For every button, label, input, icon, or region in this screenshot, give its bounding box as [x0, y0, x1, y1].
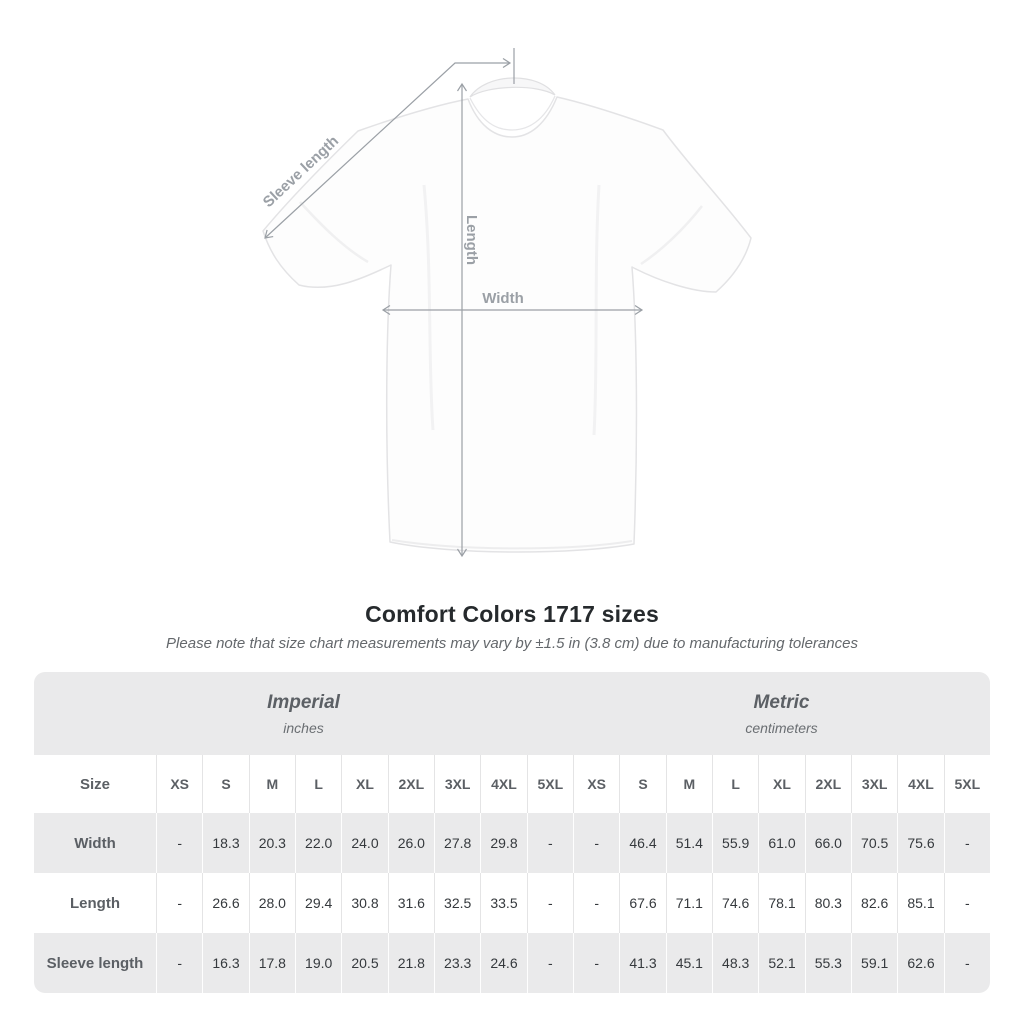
metric-section-header: Metric centimeters: [573, 672, 990, 755]
length-label: Length: [463, 215, 480, 265]
cell-value: 30.8: [341, 873, 387, 933]
cell-value: 52.1: [758, 933, 804, 993]
cell-value: 26.6: [202, 873, 248, 933]
cell-value: 23.3: [433, 933, 480, 993]
size-column-header: Size: [79, 775, 110, 793]
col-header-imperial-xs: XS: [156, 755, 202, 813]
cell-value: -: [156, 873, 202, 933]
cell-value: 78.1: [758, 873, 804, 933]
cell-value: 27.8: [433, 813, 480, 873]
cell-value: -: [156, 813, 202, 873]
cell-value: 67.6: [619, 873, 665, 933]
cell-value: -: [526, 933, 573, 993]
cell-value: 66.0: [804, 813, 851, 873]
cell-value: 85.1: [897, 873, 943, 933]
cell-value: 17.8: [248, 933, 295, 993]
cell-value: 26.0: [387, 813, 434, 873]
cell-value: 20.3: [248, 813, 295, 873]
cell-value: 48.3: [711, 933, 758, 993]
cell-value: 55.3: [804, 933, 851, 993]
col-header-imperial-l: L: [294, 755, 341, 813]
cell-value: 45.1: [665, 933, 712, 993]
cell-value: 32.5: [433, 873, 480, 933]
col-header-metric-4xl: 4XL: [897, 755, 943, 813]
table-row-sleeve-length: Sleeve length - 16.3 17.8 19.0 20.5 21.8…: [34, 933, 990, 993]
table-row-length: Length - 26.6 28.0 29.4 30.8 31.6 32.5 3…: [34, 873, 990, 933]
cell-value: 29.8: [480, 813, 526, 873]
cell-value: -: [526, 873, 573, 933]
size-header-row: Size XS S M L XL 2XL 3XL 4XL 5XL XS S M …: [34, 755, 990, 813]
page-title: Comfort Colors 1717 sizes: [365, 601, 659, 627]
cell-value: 29.4: [294, 873, 341, 933]
col-header-imperial-4xl: 4XL: [480, 755, 526, 813]
cell-value: 21.8: [387, 933, 434, 993]
cell-value: 18.3: [202, 813, 248, 873]
cell-value: 20.5: [341, 933, 387, 993]
cell-value: 19.0: [294, 933, 341, 993]
col-header-metric-l: L: [711, 755, 758, 813]
imperial-unit: inches: [283, 719, 324, 736]
col-header-imperial-xl: XL: [341, 755, 387, 813]
cell-value: 24.0: [341, 813, 387, 873]
cell-value: 59.1: [850, 933, 897, 993]
cell-value: 31.6: [387, 873, 434, 933]
width-label: Width: [482, 290, 524, 307]
col-header-imperial-5xl: 5XL: [526, 755, 573, 813]
col-header-metric-s: S: [619, 755, 665, 813]
metric-label: Metric: [753, 691, 810, 713]
imperial-section-header: Imperial inches: [34, 672, 573, 755]
cell-value: -: [572, 813, 619, 873]
cell-value: 22.0: [294, 813, 341, 873]
cell-value: 71.1: [665, 873, 712, 933]
cell-value: 80.3: [804, 873, 851, 933]
cell-value: -: [572, 873, 619, 933]
tolerance-note: Please note that size chart measurements…: [166, 635, 858, 652]
cell-value: 33.5: [480, 873, 526, 933]
col-header-imperial-2xl: 2XL: [387, 755, 434, 813]
col-header-metric-3xl: 3XL: [850, 755, 897, 813]
row-label: Length: [70, 894, 120, 912]
cell-value: 55.9: [711, 813, 758, 873]
cell-value: 51.4: [665, 813, 712, 873]
col-header-metric-5xl: 5XL: [943, 755, 990, 813]
cell-value: -: [526, 813, 573, 873]
cell-value: 82.6: [850, 873, 897, 933]
tshirt-collar: [469, 77, 556, 98]
sleeve-length-dimension-line: [264, 57, 512, 239]
size-chart-table: Imperial inches Metric centimeters Size …: [34, 672, 990, 993]
cell-value: 70.5: [850, 813, 897, 873]
imperial-label: Imperial: [267, 691, 340, 713]
cell-value: 75.6: [897, 813, 943, 873]
cell-value: 16.3: [202, 933, 248, 993]
col-header-metric-2xl: 2XL: [804, 755, 851, 813]
metric-unit: centimeters: [745, 719, 818, 736]
cell-value: 62.6: [897, 933, 943, 993]
table-row-width: Width - 18.3 20.3 22.0 24.0 26.0 27.8 29…: [34, 813, 990, 873]
cell-value: 61.0: [758, 813, 804, 873]
col-header-metric-xl: XL: [758, 755, 804, 813]
cell-value: 74.6: [711, 873, 758, 933]
col-header-metric-m: M: [665, 755, 712, 813]
col-header-imperial-m: M: [248, 755, 295, 813]
row-label: Sleeve length: [46, 954, 144, 972]
cell-value: -: [156, 933, 202, 993]
col-header-imperial-3xl: 3XL: [433, 755, 480, 813]
cell-value: 41.3: [619, 933, 665, 993]
row-label: Width: [74, 834, 116, 852]
cell-value: 28.0: [248, 873, 295, 933]
unit-system-header-row: Imperial inches Metric centimeters: [34, 672, 990, 755]
tshirt-measurement-diagram: Sleeve length Length Width: [260, 48, 752, 558]
cell-value: 24.6: [480, 933, 526, 993]
cell-value: 46.4: [619, 813, 665, 873]
cell-value: -: [943, 933, 990, 993]
cell-value: -: [572, 933, 619, 993]
col-header-metric-xs: XS: [572, 755, 619, 813]
cell-value: -: [943, 813, 990, 873]
cell-value: -: [943, 873, 990, 933]
col-header-imperial-s: S: [202, 755, 248, 813]
